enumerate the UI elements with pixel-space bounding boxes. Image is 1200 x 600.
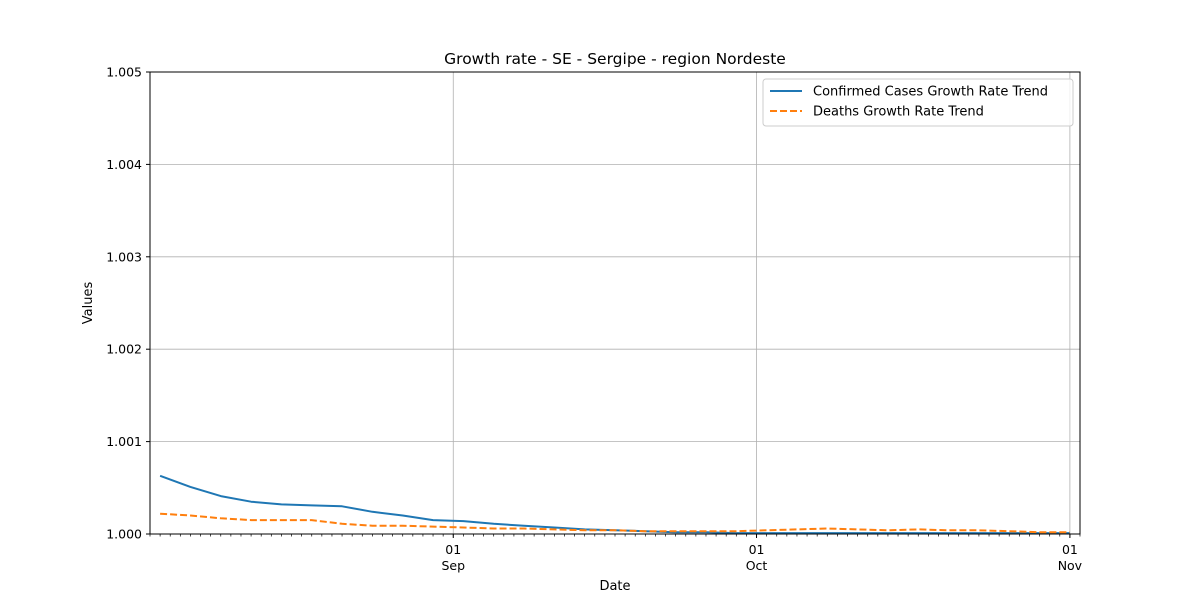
x-tick-day: 01 [445,542,461,557]
y-tick-label: 1.000 [106,527,142,542]
x-tick-day: 01 [749,542,765,557]
legend-label-deaths: Deaths Growth Rate Trend [813,105,984,120]
series-line-deaths [160,512,1070,534]
plot-background [150,72,1080,534]
x-tick-month: Oct [746,558,768,573]
y-axis-ticks: 1.000 1.001 1.002 1.003 1.004 1.005 [106,65,150,542]
y-tick-label: 1.005 [106,65,142,80]
y-tick-label: 1.001 [106,434,142,449]
legend: Confirmed Cases Growth Rate Trend Deaths… [762,78,1074,127]
y-axis-label: Values [81,282,96,325]
x-axis-label: Date [599,579,630,594]
x-tick-month: Nov [1058,558,1083,573]
plot-lines [159,474,1070,535]
x-tick-day: 01 [1062,542,1078,557]
x-tick-month: Sep [441,558,465,573]
legend-label-confirmed: Confirmed Cases Growth Rate Trend [813,85,1048,100]
y-tick-label: 1.004 [106,157,142,172]
legend-box [762,78,1074,127]
chart-title: Growth rate - SE - Sergipe - region Nord… [444,50,786,68]
y-tick-label: 1.003 [106,249,142,264]
y-tick-label: 1.002 [106,342,142,357]
